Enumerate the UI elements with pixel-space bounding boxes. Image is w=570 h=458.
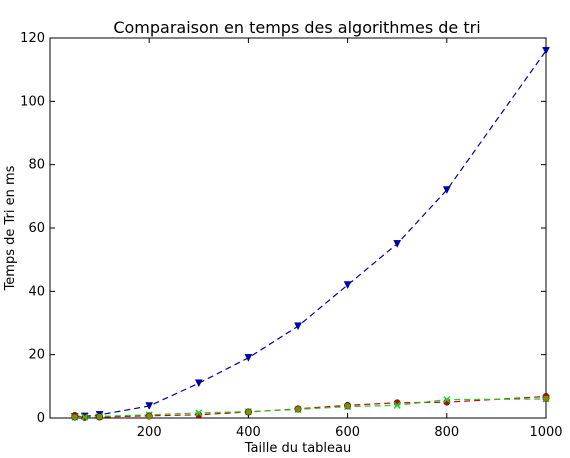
plot-area: 200 400 600 800 1000 0 20 40 60 80 100 120 xyxy=(20,31,562,440)
x-tick-label: 200 xyxy=(137,425,162,440)
series-3-point xyxy=(344,403,350,409)
y-tick-label: 80 xyxy=(28,158,45,173)
series-0-point xyxy=(195,380,202,387)
x-tick-label: 800 xyxy=(434,425,459,440)
y-tick-label: 0 xyxy=(37,411,45,426)
series-3-point xyxy=(245,409,251,415)
y-tick-label: 40 xyxy=(28,284,45,299)
y-tick-label: 20 xyxy=(28,348,45,363)
series-3-point xyxy=(543,395,549,401)
chart-title: Comparaison en temps des algorithmes de … xyxy=(113,18,480,37)
series-0-line xyxy=(75,51,546,417)
plot-frame xyxy=(50,38,546,418)
series-2-line xyxy=(75,399,546,417)
y-tick-label: 60 xyxy=(28,221,45,236)
y-tick-label: 120 xyxy=(20,31,45,46)
series-0-point xyxy=(295,323,302,330)
x-tick-label: 600 xyxy=(335,425,360,440)
y-tick-label: 100 xyxy=(20,94,45,109)
y-axis-label: Temps de Tri en ms xyxy=(3,165,18,291)
series-3-point xyxy=(96,414,102,420)
x-axis-label: Taille du tableau xyxy=(244,441,351,456)
x-tick-label: 400 xyxy=(236,425,261,440)
series-3-point xyxy=(295,406,301,412)
series-3-point xyxy=(72,414,78,420)
series-0-point xyxy=(245,354,252,361)
series-0-point xyxy=(394,240,401,247)
x-tick-label: 1000 xyxy=(529,425,562,440)
series-3-point xyxy=(146,413,152,419)
